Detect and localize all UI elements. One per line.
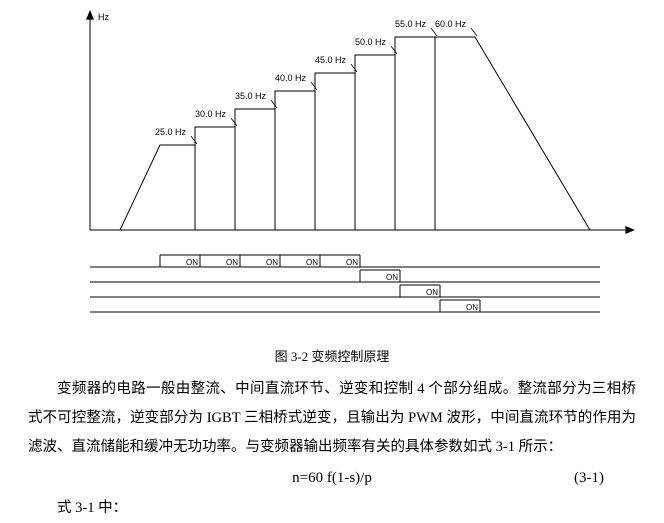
figure-vfd-principle: Hz 25.0 Hz 30.0 Hz 35.0 Hz 40.0 Hz 45.0 Hz 50.… — [0, 0, 664, 340]
svg-text:30.0 Hz: 30.0 Hz — [195, 109, 227, 119]
figure-svg: Hz 25.0 Hz 30.0 Hz 35.0 Hz 40.0 Hz 45.0 Hz 50.… — [0, 0, 664, 340]
equation-text: n=60 f(1-s)/p — [28, 462, 636, 494]
svg-text:ON: ON — [426, 288, 438, 297]
svg-text:ON: ON — [226, 258, 238, 267]
svg-text:45.0 Hz: 45.0 Hz — [315, 55, 347, 65]
figure-caption: 图 3-2 变频控制原理 — [0, 346, 664, 365]
svg-text:60.0 Hz: 60.0 Hz — [435, 19, 467, 29]
svg-text:55.0 Hz: 55.0 Hz — [395, 19, 427, 29]
svg-text:25.0 Hz: 25.0 Hz — [155, 127, 187, 137]
body-paragraph-block: 变频器的电路一般由整流、中间直流环节、逆变和控制 4 个部分组成。整流部分为三相… — [0, 375, 664, 462]
equation-number: (3-1) — [574, 462, 604, 494]
svg-text:50.0 Hz: 50.0 Hz — [355, 37, 387, 47]
svg-text:ON: ON — [186, 258, 198, 267]
equation-row: n=60 f(1-s)/p (3-1) — [0, 462, 664, 494]
paragraph-1: 变频器的电路一般由整流、中间直流环节、逆变和控制 4 个部分组成。整流部分为三相… — [28, 375, 636, 462]
svg-text:ON: ON — [466, 303, 478, 312]
svg-text:40.0 Hz: 40.0 Hz — [275, 73, 307, 83]
svg-text:ON: ON — [346, 258, 358, 267]
tail-line: 式 3-1 中： — [0, 494, 664, 523]
svg-text:ON: ON — [266, 258, 278, 267]
svg-text:Hz: Hz — [98, 12, 109, 22]
svg-text:ON: ON — [386, 273, 398, 282]
svg-text:ON: ON — [306, 258, 318, 267]
page-root: Hz 25.0 Hz 30.0 Hz 35.0 Hz 40.0 Hz 45.0 Hz 50.… — [0, 0, 664, 523]
svg-text:35.0 Hz: 35.0 Hz — [235, 91, 267, 101]
